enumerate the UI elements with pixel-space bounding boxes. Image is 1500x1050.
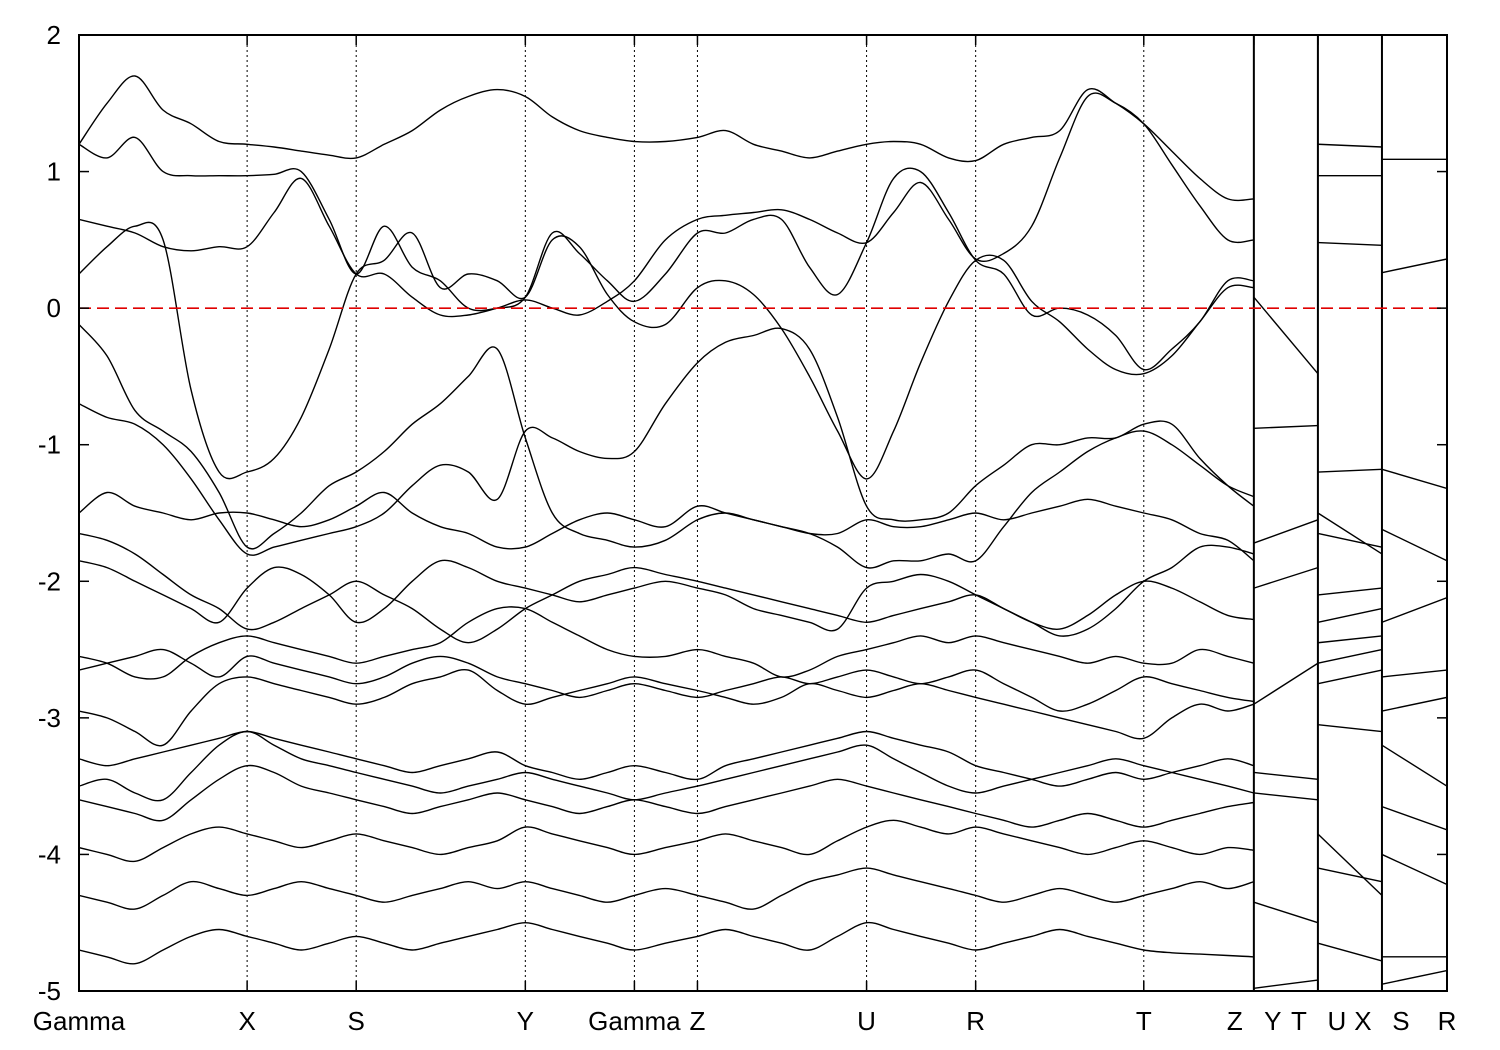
band-segment [1253,901,1319,924]
band-line [79,92,1254,318]
band-line [79,730,1255,802]
band-line [79,532,1255,644]
band-segment [1317,587,1383,596]
y-tick-label: 2 [47,20,61,50]
y-tick-label: -3 [38,703,61,733]
band-segment [1381,805,1447,831]
band-line [79,648,1255,712]
x-tick-label: T [1136,1006,1152,1036]
band-segment [1317,532,1383,548]
band-line [79,559,1255,632]
band-line [79,327,1255,556]
band-line [79,730,1255,787]
band-line [79,867,1255,910]
band-segment [1381,669,1447,678]
x-axis-ticks: Gamma X S Y Gamma Z U R T Z Y T U X S R [33,35,1457,1036]
y-tick-label: 1 [47,157,61,187]
band-segment [1253,424,1318,430]
band-line [79,764,1255,828]
band-segment [1381,597,1447,623]
x-tick-label: R [966,1006,985,1036]
band-segment [1381,744,1447,787]
band-line [79,819,1254,863]
band-segment [1253,566,1319,589]
x-tick-label: Y [1264,1006,1281,1036]
x-tick-label: X [238,1006,255,1036]
band-segment [1317,468,1382,473]
y-tick-label: -1 [38,430,61,460]
x-tick-label: U [857,1006,876,1036]
x-tick-label: X [1354,1006,1371,1036]
band-segment [1253,979,1318,989]
x-tick-label: Z [690,1006,706,1036]
band-segment [1253,771,1318,781]
x-tick-label: U [1328,1006,1347,1036]
band-segment [1381,468,1447,490]
band-segment [1317,942,1383,962]
band-line [79,75,1254,202]
band-segment [1317,833,1383,896]
right-panel-band-lines [1253,143,1447,989]
x-tick-label: R [1438,1006,1457,1036]
y-tick-label: -4 [38,839,61,869]
band-line [79,668,1255,747]
x-tick-label: S [348,1006,365,1036]
x-tick-label: T [1291,1006,1307,1036]
band-segment [1381,969,1447,985]
band-line [79,324,1255,569]
band-segment [1381,853,1447,886]
band-lines [79,75,1255,965]
y-tick-label: 0 [47,293,61,323]
y-axis-ticks: 2 1 0 -1 -2 -3 -4 -5 [38,20,1447,1006]
y-tick-label: -5 [38,976,61,1006]
x-tick-label: Y [517,1006,534,1036]
band-segment [1253,662,1319,705]
y-tick-label: -2 [38,566,61,596]
band-line [79,921,1254,965]
band-segment [1317,648,1383,664]
band-segment [1253,519,1319,544]
x-tick-label: Z [1227,1006,1243,1036]
x-tick-label: Gamma [588,1006,681,1036]
band-segment [1317,635,1383,644]
band-segment [1253,792,1318,801]
band-segment [1317,241,1382,247]
band-line [79,221,1254,480]
band-segment [1317,723,1383,733]
x-tick-label: S [1392,1006,1409,1036]
band-segment [1253,296,1319,375]
band-segment [1317,607,1383,623]
band-line [79,491,1255,562]
band-segment [1317,143,1382,148]
band-line [79,606,1255,680]
x-tick-label: Gamma [33,1006,126,1036]
band-segment [1381,528,1447,562]
band-segment [1317,669,1383,685]
band-segment [1317,512,1383,555]
band-segment [1381,696,1447,712]
plot-frame [78,34,1448,992]
band-segment [1317,867,1383,883]
band-segment [1381,258,1447,274]
